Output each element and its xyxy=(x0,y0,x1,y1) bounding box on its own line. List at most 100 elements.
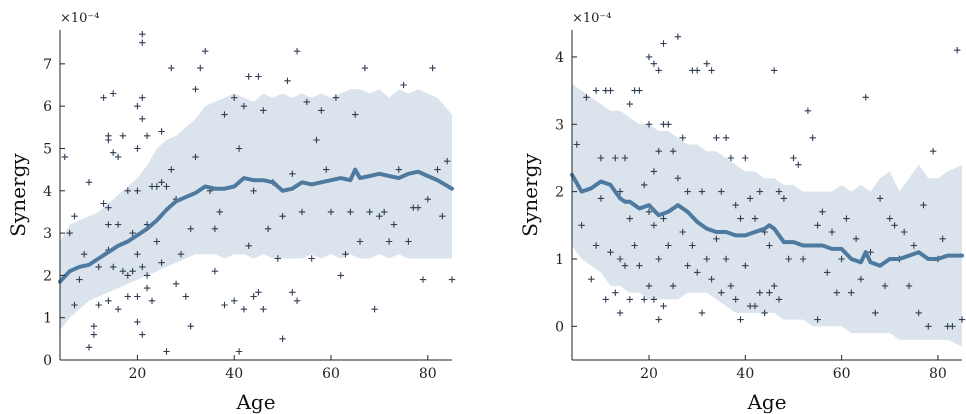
chart-0-data-point-107 xyxy=(332,94,340,101)
chart-1-data-point-24 xyxy=(636,87,643,94)
chart-1-data-point-60 xyxy=(703,60,710,67)
chart-0-data-point-0 xyxy=(61,153,68,161)
chart-1-data-point-0 xyxy=(573,141,580,148)
chart-1-data-point-1 xyxy=(578,222,585,229)
chart-1-data-point-17 xyxy=(621,154,629,162)
chart-1-data-point-126 xyxy=(939,235,946,242)
chart-1-data-point-120 xyxy=(910,242,918,249)
chart-0-confidence-band xyxy=(60,89,452,331)
chart-1-data-point-89 xyxy=(771,282,778,290)
chart-1-data-point-23 xyxy=(631,242,638,249)
chart-1-data-point-3 xyxy=(588,276,595,283)
chart-0-data-point-68 xyxy=(197,64,204,72)
chart-1-data-point-64 xyxy=(713,134,720,141)
chart-0-data-point-56 xyxy=(163,183,170,190)
chart-1-data-point-96 xyxy=(799,255,807,263)
chart-0-data-point-47 xyxy=(143,272,151,279)
chart-1-data-point-68 xyxy=(722,134,730,141)
chart-0-data-point-74 xyxy=(221,111,228,118)
chart-0-data-point-72 xyxy=(211,268,219,275)
chart-1-data-point-37 xyxy=(655,148,662,155)
chart-0-data-point-84 xyxy=(250,187,257,194)
chart-0-data-point-13 xyxy=(100,200,107,207)
chart-0-scale-label: ×10⁻⁴ xyxy=(60,11,100,26)
chart-0-data-point-59 xyxy=(168,166,175,173)
chart-1-data-point-76 xyxy=(742,154,749,162)
chart-1-data-point-61 xyxy=(703,255,710,263)
chart-1-data-point-29 xyxy=(645,121,653,128)
chart-0-data-point-30 xyxy=(124,293,131,300)
chart-1-x-tick-label-0: 20 xyxy=(640,366,658,382)
chart-0-data-point-54 xyxy=(158,179,165,186)
chart-1-data-point-86 xyxy=(766,242,773,249)
chart-0-data-point-86 xyxy=(255,73,262,80)
chart-0-y-axis-label: Synergy xyxy=(6,153,30,237)
chart-0-data-point-99 xyxy=(293,297,301,304)
chart-0-data-point-62 xyxy=(177,251,185,258)
chart-0-data-point-118 xyxy=(385,238,393,245)
chart-0-x-tick-label-2: 60 xyxy=(322,366,340,382)
chart-0-data-point-122 xyxy=(405,238,412,245)
chart-1-data-point-19 xyxy=(626,100,633,108)
chart-0-data-point-80 xyxy=(240,103,248,110)
chart-0-data-point-39 xyxy=(139,31,146,38)
chart-1-data-point-62 xyxy=(708,67,715,74)
chart-1-data-point-36 xyxy=(655,67,662,74)
chart-1-data-point-111 xyxy=(867,249,874,256)
chart-0-data-point-77 xyxy=(231,297,238,304)
chart-0-data-point-127 xyxy=(429,64,436,72)
chart-0-y-tick-label-0: 0 xyxy=(43,353,52,369)
chart-0-data-point-11 xyxy=(95,301,102,309)
chart-0-data-point-87 xyxy=(255,289,262,296)
chart-1-data-point-10 xyxy=(607,87,614,94)
chart-1-y-tick-label-1: 1 xyxy=(555,252,564,268)
chart-0-data-point-109 xyxy=(342,251,349,258)
chart-1-data-point-9 xyxy=(602,296,609,303)
chart-0-data-point-45 xyxy=(143,132,151,139)
chart-1-data-point-58 xyxy=(698,188,706,195)
chart-1-data-point-128 xyxy=(949,323,956,330)
chart-0-data-point-126 xyxy=(424,196,431,203)
chart-0-data-point-120 xyxy=(395,166,402,173)
chart-1-data-point-116 xyxy=(891,222,898,229)
chart-1-data-point-45 xyxy=(665,242,672,249)
chart-0-data-point-44 xyxy=(139,331,146,338)
chart-1-data-point-91 xyxy=(775,296,783,303)
chart-0-data-point-104 xyxy=(318,107,325,114)
chart-0-data-point-110 xyxy=(347,208,354,216)
chart-1-data-point-48 xyxy=(674,33,682,40)
chart-1-data-point-81 xyxy=(751,302,759,310)
chart-1-data-point-107 xyxy=(848,289,855,296)
chart-0-data-point-111 xyxy=(352,111,359,118)
chart-0-data-point-89 xyxy=(260,306,267,313)
chart-0-data-point-125 xyxy=(419,276,427,283)
chart-1-data-point-42 xyxy=(660,215,667,222)
chart-1-data-point-100 xyxy=(814,316,821,323)
chart-1-data-point-95 xyxy=(795,161,802,168)
chart-0-data-point-43 xyxy=(139,263,146,271)
chart-1-data-point-71 xyxy=(727,282,735,290)
chart-1-data-point-30 xyxy=(645,208,653,215)
chart-0-y-tick-label-2: 2 xyxy=(43,268,52,284)
chart-0-data-point-53 xyxy=(158,128,165,135)
chart-1-data-point-115 xyxy=(886,215,893,222)
chart-1-data-point-78 xyxy=(746,195,754,202)
chart-0-data-point-114 xyxy=(366,208,373,216)
chart-0-data-point-101 xyxy=(303,98,310,106)
chart-1-data-point-43 xyxy=(660,302,667,310)
chart-0-data-point-38 xyxy=(134,318,141,326)
chart-1-data-point-33 xyxy=(650,168,658,175)
chart-0-data-point-66 xyxy=(192,86,199,93)
chart-1-data-point-88 xyxy=(771,67,778,74)
chart-0-data-point-27 xyxy=(119,268,127,275)
chart-1-x-tick-label-2: 60 xyxy=(833,366,851,382)
chart-0-data-point-19 xyxy=(105,297,112,304)
chart-0-data-point-50 xyxy=(148,297,156,304)
chart-0-data-point-102 xyxy=(308,255,315,262)
chart-1-data-point-14 xyxy=(616,188,624,195)
chart-0-data-point-79 xyxy=(235,348,243,355)
chart-1-data-point-94 xyxy=(790,154,797,162)
chart-0-data-point-40 xyxy=(139,39,146,46)
chart-0-data-point-5 xyxy=(81,251,88,258)
chart-0-data-point-7 xyxy=(85,344,93,351)
